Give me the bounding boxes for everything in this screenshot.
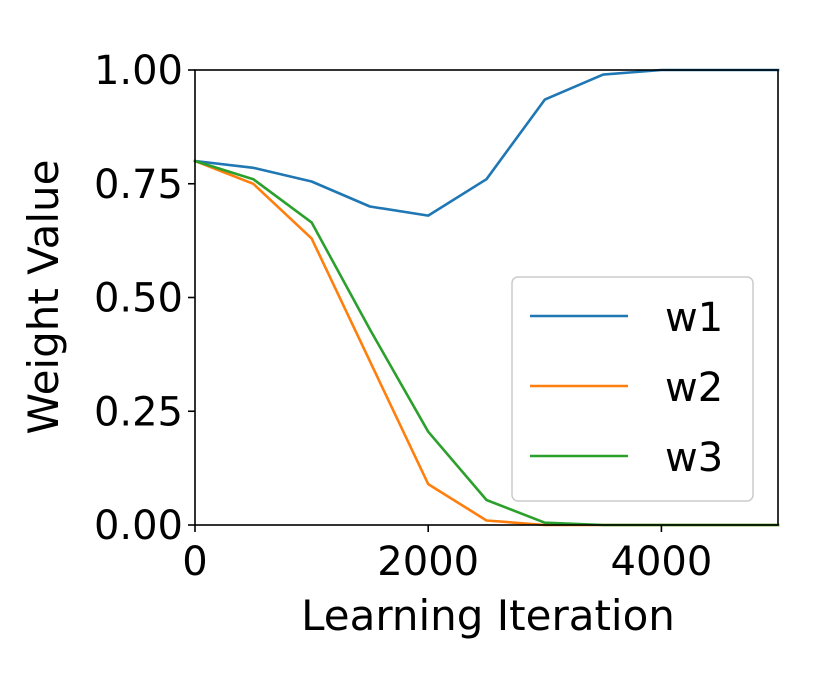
x-axis-label: Learning Iteration: [301, 591, 675, 640]
legend-label-w2: w2: [665, 365, 723, 411]
y-tick-label: 1.00: [94, 48, 183, 94]
x-tick-label: 0: [182, 539, 207, 585]
ticks-layer: 0 2000 4000 0.00 0.25 0.50 0.75 1.00: [94, 48, 712, 585]
legend: w1 w2 w3: [511, 276, 754, 502]
plot-frame: [194, 69, 779, 526]
x-tick-label: 2000: [377, 539, 479, 585]
y-tick-label: 0.50: [94, 276, 183, 322]
legend-label-w1: w1: [665, 295, 723, 341]
legend-box: [511, 276, 754, 502]
y-axis-label: Weight Value: [19, 159, 68, 434]
y-tick-label: 0.25: [94, 389, 183, 435]
y-tick-label: 0.75: [94, 162, 183, 208]
legend-label-w3: w3: [665, 435, 723, 481]
legend-entries: w1 w2 w3: [530, 295, 723, 481]
x-tick-label: 4000: [611, 539, 713, 585]
y-tick-label: 0.00: [94, 503, 183, 549]
